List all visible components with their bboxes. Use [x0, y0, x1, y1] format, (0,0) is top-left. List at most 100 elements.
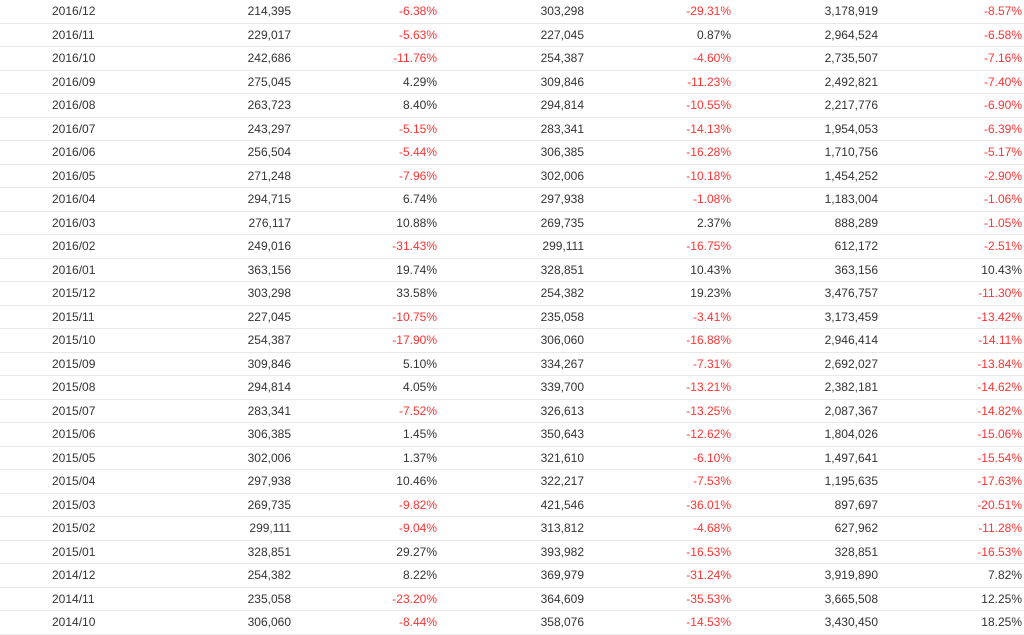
value-a-cell: 263,723 [247, 98, 291, 112]
change-a-cell: -7.96% [398, 168, 437, 183]
change-b-cell: -1.08% [692, 192, 731, 206]
table-row: 2014/11 235,058 -23.20% 364,609 -35.53% 3,665… [0, 588, 1024, 611]
change-b-cell: 2.37% [696, 215, 731, 230]
month-cell: 2015/02 [52, 521, 96, 535]
value-a-cell: 303,298 [247, 286, 291, 300]
month-cell: 2015/09 [52, 356, 96, 371]
cumulative-change-cell: -7.40% [983, 74, 1022, 89]
month-cell: 2015/07 [52, 403, 96, 418]
cumulative-cell: 1,710,756 [824, 145, 878, 159]
cumulative-change-cell: -8.57% [983, 4, 1022, 18]
cumulative-cell: 2,692,027 [824, 356, 878, 371]
value-b-cell: 421,546 [540, 497, 584, 512]
change-a-cell: -6.38% [398, 4, 437, 18]
month-cell: 2016/02 [52, 239, 96, 253]
table-row: 2015/03 269,735 -9.82% 421,546 -36.01% 897,69… [0, 494, 1024, 517]
change-a-cell: -8.44% [398, 615, 437, 629]
change-a-cell: 5.10% [402, 356, 437, 371]
cumulative-change-cell: -16.53% [977, 544, 1022, 559]
change-b-cell: -7.53% [692, 474, 731, 488]
change-b-cell: -14.13% [686, 121, 731, 136]
month-cell: 2016/10 [52, 51, 96, 65]
value-a-cell: 242,686 [247, 51, 291, 65]
change-a-cell: 8.40% [402, 98, 437, 112]
value-a-cell: 235,058 [247, 591, 291, 606]
value-b-cell: 299,111 [542, 239, 584, 253]
value-b-cell: 306,385 [540, 145, 584, 159]
cumulative-cell: 3,173,459 [824, 309, 878, 324]
table-row: 2016/02 249,016 -31.43% 299,111 -16.75% 612,1… [0, 235, 1024, 259]
change-b-cell: -31.24% [686, 568, 731, 582]
cumulative-cell: 2,087,367 [824, 403, 878, 418]
change-a-cell: 6.74% [402, 192, 437, 206]
value-a-cell: 275,045 [247, 74, 291, 89]
cumulative-change-cell: 12.25% [981, 591, 1022, 606]
table-row: 2015/12 303,298 33.58% 254,382 19.23% 3,476,7… [0, 282, 1024, 306]
value-b-cell: 322,217 [540, 474, 584, 488]
cumulative-change-cell: -1.05% [983, 215, 1022, 230]
cumulative-change-cell: -1.06% [983, 192, 1022, 206]
change-a-cell: 4.05% [402, 380, 437, 394]
table-row: 2016/10 242,686 -11.76% 254,387 -4.60% 2,735,… [0, 47, 1024, 71]
cumulative-change-cell: -7.16% [983, 51, 1022, 65]
cumulative-change-cell: -6.90% [983, 98, 1022, 112]
change-a-cell: -9.82% [398, 497, 437, 512]
value-b-cell: 303,298 [540, 4, 584, 18]
cumulative-cell: 2,946,414 [824, 333, 878, 347]
change-a-cell: 4.29% [402, 74, 437, 89]
cumulative-cell: 2,382,181 [824, 380, 878, 394]
value-a-cell: 269,735 [247, 497, 291, 512]
cumulative-change-cell: -20.51% [977, 497, 1022, 512]
table-row: 2015/08 294,814 4.05% 339,700 -13.21% 2,382,1… [0, 376, 1024, 400]
change-a-cell: 33.58% [396, 286, 437, 300]
month-cell: 2015/06 [52, 427, 96, 441]
month-cell: 2016/09 [52, 74, 96, 89]
cumulative-cell: 612,172 [834, 239, 878, 253]
cumulative-change-cell: 18.25% [981, 615, 1022, 629]
change-b-cell: -4.60% [692, 51, 731, 65]
cumulative-change-cell: -14.62% [977, 380, 1022, 394]
change-a-cell: -17.90% [392, 333, 437, 347]
cumulative-cell: 3,430,450 [824, 615, 878, 629]
table-row: 2015/06 306,385 1.45% 350,643 -12.62% 1,804,0… [0, 423, 1024, 447]
cumulative-cell: 3,665,508 [824, 591, 878, 606]
value-a-cell: 283,341 [247, 403, 291, 418]
change-b-cell: -13.21% [686, 380, 731, 394]
change-a-cell: -23.20% [392, 591, 437, 606]
month-cell: 2015/08 [52, 380, 96, 394]
table-row: 2016/06 256,504 -5.44% 306,385 -16.28% 1,710,… [0, 141, 1024, 165]
cumulative-cell: 1,804,026 [824, 427, 878, 441]
value-b-cell: 393,982 [540, 544, 584, 559]
cumulative-change-cell: -2.51% [983, 239, 1022, 253]
change-b-cell: -29.31% [686, 4, 731, 18]
table-row: 2014/12 254,382 8.22% 369,979 -31.24% 3,919,8… [0, 564, 1024, 588]
value-a-cell: 299,111 [249, 521, 291, 535]
month-cell: 2016/07 [52, 121, 96, 136]
value-a-cell: 254,387 [247, 333, 291, 347]
cumulative-change-cell: -6.39% [983, 121, 1022, 136]
change-a-cell: -9.04% [398, 521, 437, 535]
table-row: 2016/08 263,723 8.40% 294,814 -10.55% 2,217,7… [0, 94, 1024, 118]
value-a-cell: 276,117 [248, 215, 292, 230]
change-b-cell: -6.10% [692, 450, 731, 465]
table-row: 2016/03 276,117 10.88% 269,735 2.37% 888,289 -… [0, 212, 1024, 235]
change-a-cell: 8.22% [402, 568, 437, 582]
cumulative-change-cell: 10.43% [981, 262, 1022, 277]
change-b-cell: -16.28% [686, 145, 731, 159]
value-b-cell: 321,610 [540, 450, 584, 465]
value-a-cell: 249,016 [247, 239, 291, 253]
change-a-cell: -5.15% [398, 121, 437, 136]
value-a-cell: 297,938 [247, 474, 291, 488]
month-cell: 2016/08 [52, 98, 96, 112]
value-a-cell: 306,385 [247, 427, 291, 441]
value-a-cell: 256,504 [247, 145, 291, 159]
cumulative-cell: 1,497,641 [824, 450, 878, 465]
cumulative-cell: 2,492,821 [824, 74, 878, 89]
change-b-cell: 10.43% [690, 262, 731, 277]
cumulative-change-cell: -13.42% [977, 309, 1022, 324]
month-cell: 2014/10 [52, 615, 96, 629]
table-row: 2015/05 302,006 1.37% 321,610 -6.10% 1,497,64… [0, 447, 1024, 470]
value-a-cell: 254,382 [247, 568, 291, 582]
value-a-cell: 294,814 [247, 380, 291, 394]
